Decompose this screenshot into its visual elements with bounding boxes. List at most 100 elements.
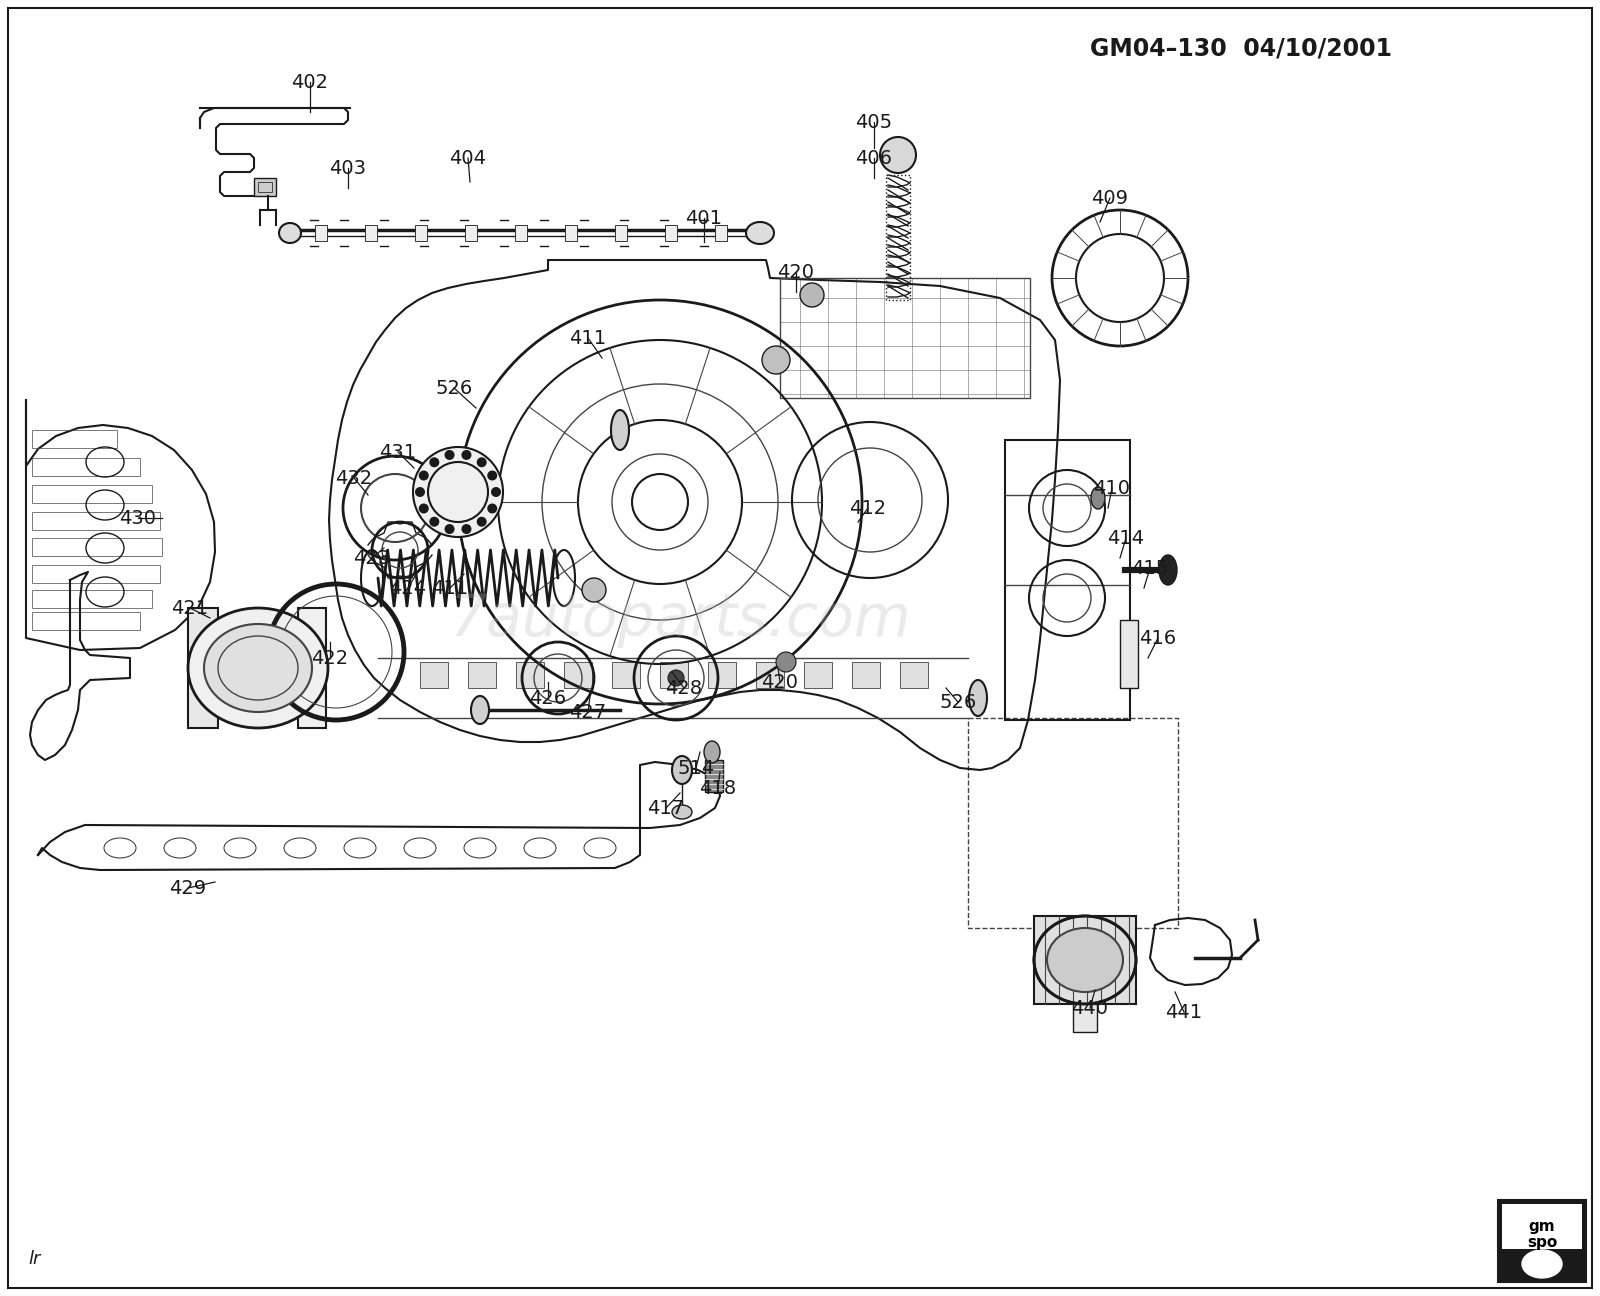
- Bar: [414, 226, 427, 241]
- Circle shape: [491, 487, 501, 496]
- Bar: [565, 226, 578, 241]
- Bar: [968, 718, 1178, 928]
- Text: 432: 432: [336, 468, 373, 487]
- Bar: [515, 662, 544, 688]
- Text: 7autoparts.com: 7autoparts.com: [450, 591, 910, 648]
- Ellipse shape: [189, 608, 328, 728]
- Text: 411: 411: [570, 328, 606, 347]
- Text: 431: 431: [379, 442, 416, 461]
- Circle shape: [477, 517, 486, 526]
- Text: 415: 415: [1131, 559, 1168, 578]
- Text: 428: 428: [666, 679, 702, 697]
- Bar: [32, 590, 152, 608]
- Circle shape: [477, 457, 486, 468]
- Ellipse shape: [1034, 916, 1136, 1004]
- Bar: [661, 662, 688, 688]
- Text: 440: 440: [1072, 998, 1109, 1017]
- Bar: [298, 608, 326, 728]
- Ellipse shape: [746, 222, 774, 244]
- Bar: [757, 662, 784, 688]
- Bar: [32, 565, 160, 583]
- Bar: [899, 662, 928, 688]
- Text: 421: 421: [171, 599, 208, 617]
- Text: 430: 430: [120, 508, 157, 527]
- Circle shape: [880, 137, 915, 172]
- Text: 411: 411: [432, 578, 469, 597]
- Bar: [805, 662, 832, 688]
- Circle shape: [429, 457, 440, 468]
- Circle shape: [445, 450, 454, 460]
- Bar: [419, 662, 448, 688]
- Text: 420: 420: [762, 673, 798, 692]
- Circle shape: [445, 524, 454, 534]
- Bar: [467, 662, 496, 688]
- Circle shape: [419, 503, 429, 513]
- Ellipse shape: [1522, 1249, 1562, 1278]
- Text: 418: 418: [699, 779, 736, 797]
- Bar: [466, 226, 477, 241]
- Bar: [365, 226, 378, 241]
- Text: 424: 424: [389, 578, 427, 597]
- Bar: [1502, 1204, 1582, 1249]
- Bar: [32, 457, 141, 476]
- Bar: [189, 608, 218, 728]
- Text: 404: 404: [450, 149, 486, 167]
- Ellipse shape: [611, 410, 629, 450]
- Circle shape: [429, 517, 440, 526]
- Bar: [1034, 916, 1136, 1004]
- Circle shape: [461, 524, 472, 534]
- Circle shape: [762, 346, 790, 375]
- Text: 429: 429: [170, 879, 206, 898]
- Bar: [707, 662, 736, 688]
- Text: 422: 422: [312, 648, 349, 667]
- Bar: [781, 279, 1030, 398]
- Ellipse shape: [1046, 928, 1123, 991]
- Bar: [258, 181, 272, 192]
- Circle shape: [414, 487, 426, 496]
- Bar: [614, 226, 627, 241]
- Bar: [715, 226, 726, 241]
- Text: 423: 423: [354, 548, 390, 568]
- Circle shape: [488, 503, 498, 513]
- Ellipse shape: [205, 623, 312, 712]
- Bar: [32, 612, 141, 630]
- Circle shape: [488, 470, 498, 481]
- Circle shape: [669, 670, 685, 686]
- Ellipse shape: [672, 756, 691, 784]
- Text: lr: lr: [29, 1251, 40, 1267]
- Text: 420: 420: [778, 263, 814, 281]
- Text: 514: 514: [677, 758, 715, 778]
- Text: 426: 426: [530, 688, 566, 708]
- Ellipse shape: [278, 223, 301, 244]
- Text: 410: 410: [1093, 478, 1131, 498]
- Circle shape: [419, 470, 429, 481]
- Text: gm
spo: gm spo: [1526, 1218, 1557, 1251]
- Ellipse shape: [470, 696, 490, 724]
- Bar: [32, 512, 160, 530]
- Bar: [611, 662, 640, 688]
- Bar: [1498, 1200, 1586, 1282]
- Bar: [563, 662, 592, 688]
- Text: 416: 416: [1139, 629, 1176, 648]
- Bar: [1005, 441, 1130, 721]
- Bar: [315, 226, 326, 241]
- Ellipse shape: [672, 805, 691, 819]
- Bar: [254, 178, 277, 196]
- Text: 427: 427: [570, 702, 606, 722]
- Ellipse shape: [970, 680, 987, 715]
- Circle shape: [582, 578, 606, 603]
- Text: 406: 406: [856, 149, 893, 167]
- Text: GM04–130  04/10/2001: GM04–130 04/10/2001: [1090, 36, 1392, 60]
- Ellipse shape: [704, 741, 720, 763]
- Text: 405: 405: [856, 113, 893, 131]
- Circle shape: [413, 447, 502, 537]
- Bar: [32, 430, 117, 448]
- Text: 414: 414: [1107, 529, 1144, 547]
- Bar: [666, 226, 677, 241]
- Text: 441: 441: [1165, 1003, 1203, 1021]
- Text: 402: 402: [291, 73, 328, 92]
- Text: 526: 526: [435, 378, 472, 398]
- Bar: [706, 759, 723, 792]
- Bar: [886, 175, 910, 299]
- Circle shape: [800, 283, 824, 307]
